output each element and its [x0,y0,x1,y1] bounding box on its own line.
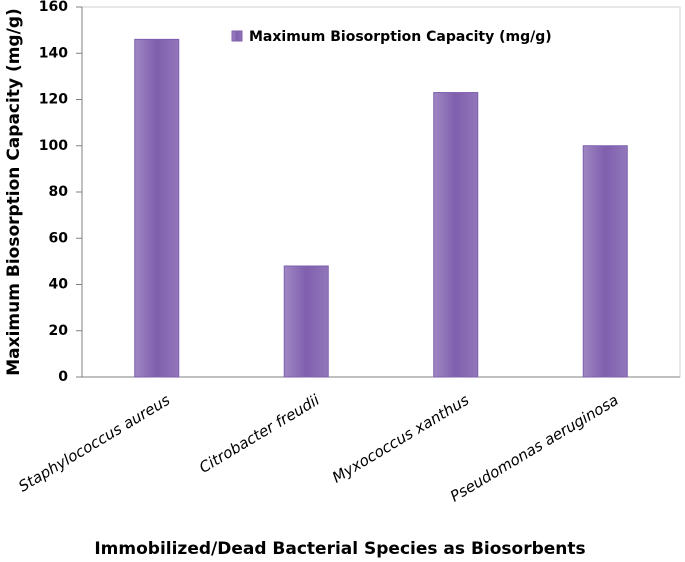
x-tick-label: Citrobacter freudii [196,390,323,476]
bar [582,145,628,378]
y-tick-label: 20 [49,323,69,339]
legend-label: Maximum Biosorption Capacity (mg/g) [249,29,552,45]
x-tick-label: Myxococcus xanthus [329,391,472,487]
legend-marker [231,30,243,42]
x-axis-title: Immobilized/Dead Bacterial Species as Bi… [94,539,585,559]
bar [283,265,329,378]
y-tick-label: 140 [39,45,68,61]
x-tick-label: Staphylococcus aureus [15,391,173,496]
bar [134,38,180,378]
x-tick-label: Pseudomonas aeruginosa [447,391,622,506]
y-tick-label: 120 [39,92,68,108]
y-tick-label: 160 [39,0,68,15]
y-tick-label: 60 [49,230,69,246]
y-tick-label: 100 [39,138,68,154]
y-axis-title: Maximum Biosorption Capacity (mg/g) [4,8,24,376]
y-tick-label: 0 [58,369,68,385]
bar [433,92,479,378]
y-tick-label: 80 [49,184,69,200]
y-tick-label: 40 [49,277,69,293]
